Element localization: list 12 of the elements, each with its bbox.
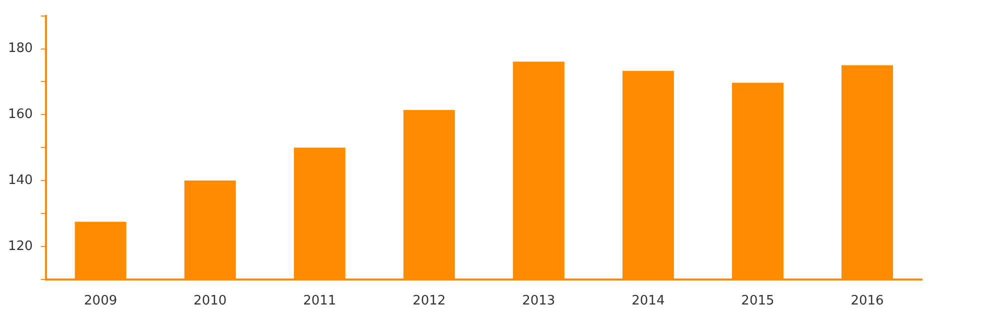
x-tick-label: 2009 — [84, 294, 118, 309]
x-tick-label: 2012 — [412, 294, 446, 309]
x-tick-label: 2013 — [522, 294, 556, 309]
x-tick-label: 2016 — [850, 294, 884, 309]
x-tick-label: 2011 — [303, 294, 336, 309]
x-tick-label: 2010 — [194, 294, 227, 309]
y-tick-label: 160 — [8, 107, 33, 122]
y-tick-label: 140 — [8, 172, 33, 188]
y-tick-label: 120 — [8, 238, 33, 254]
y-tick-label: 180 — [8, 41, 33, 56]
x-tick-label: 2014 — [632, 294, 665, 309]
x-tick-label: 2015 — [741, 294, 774, 309]
